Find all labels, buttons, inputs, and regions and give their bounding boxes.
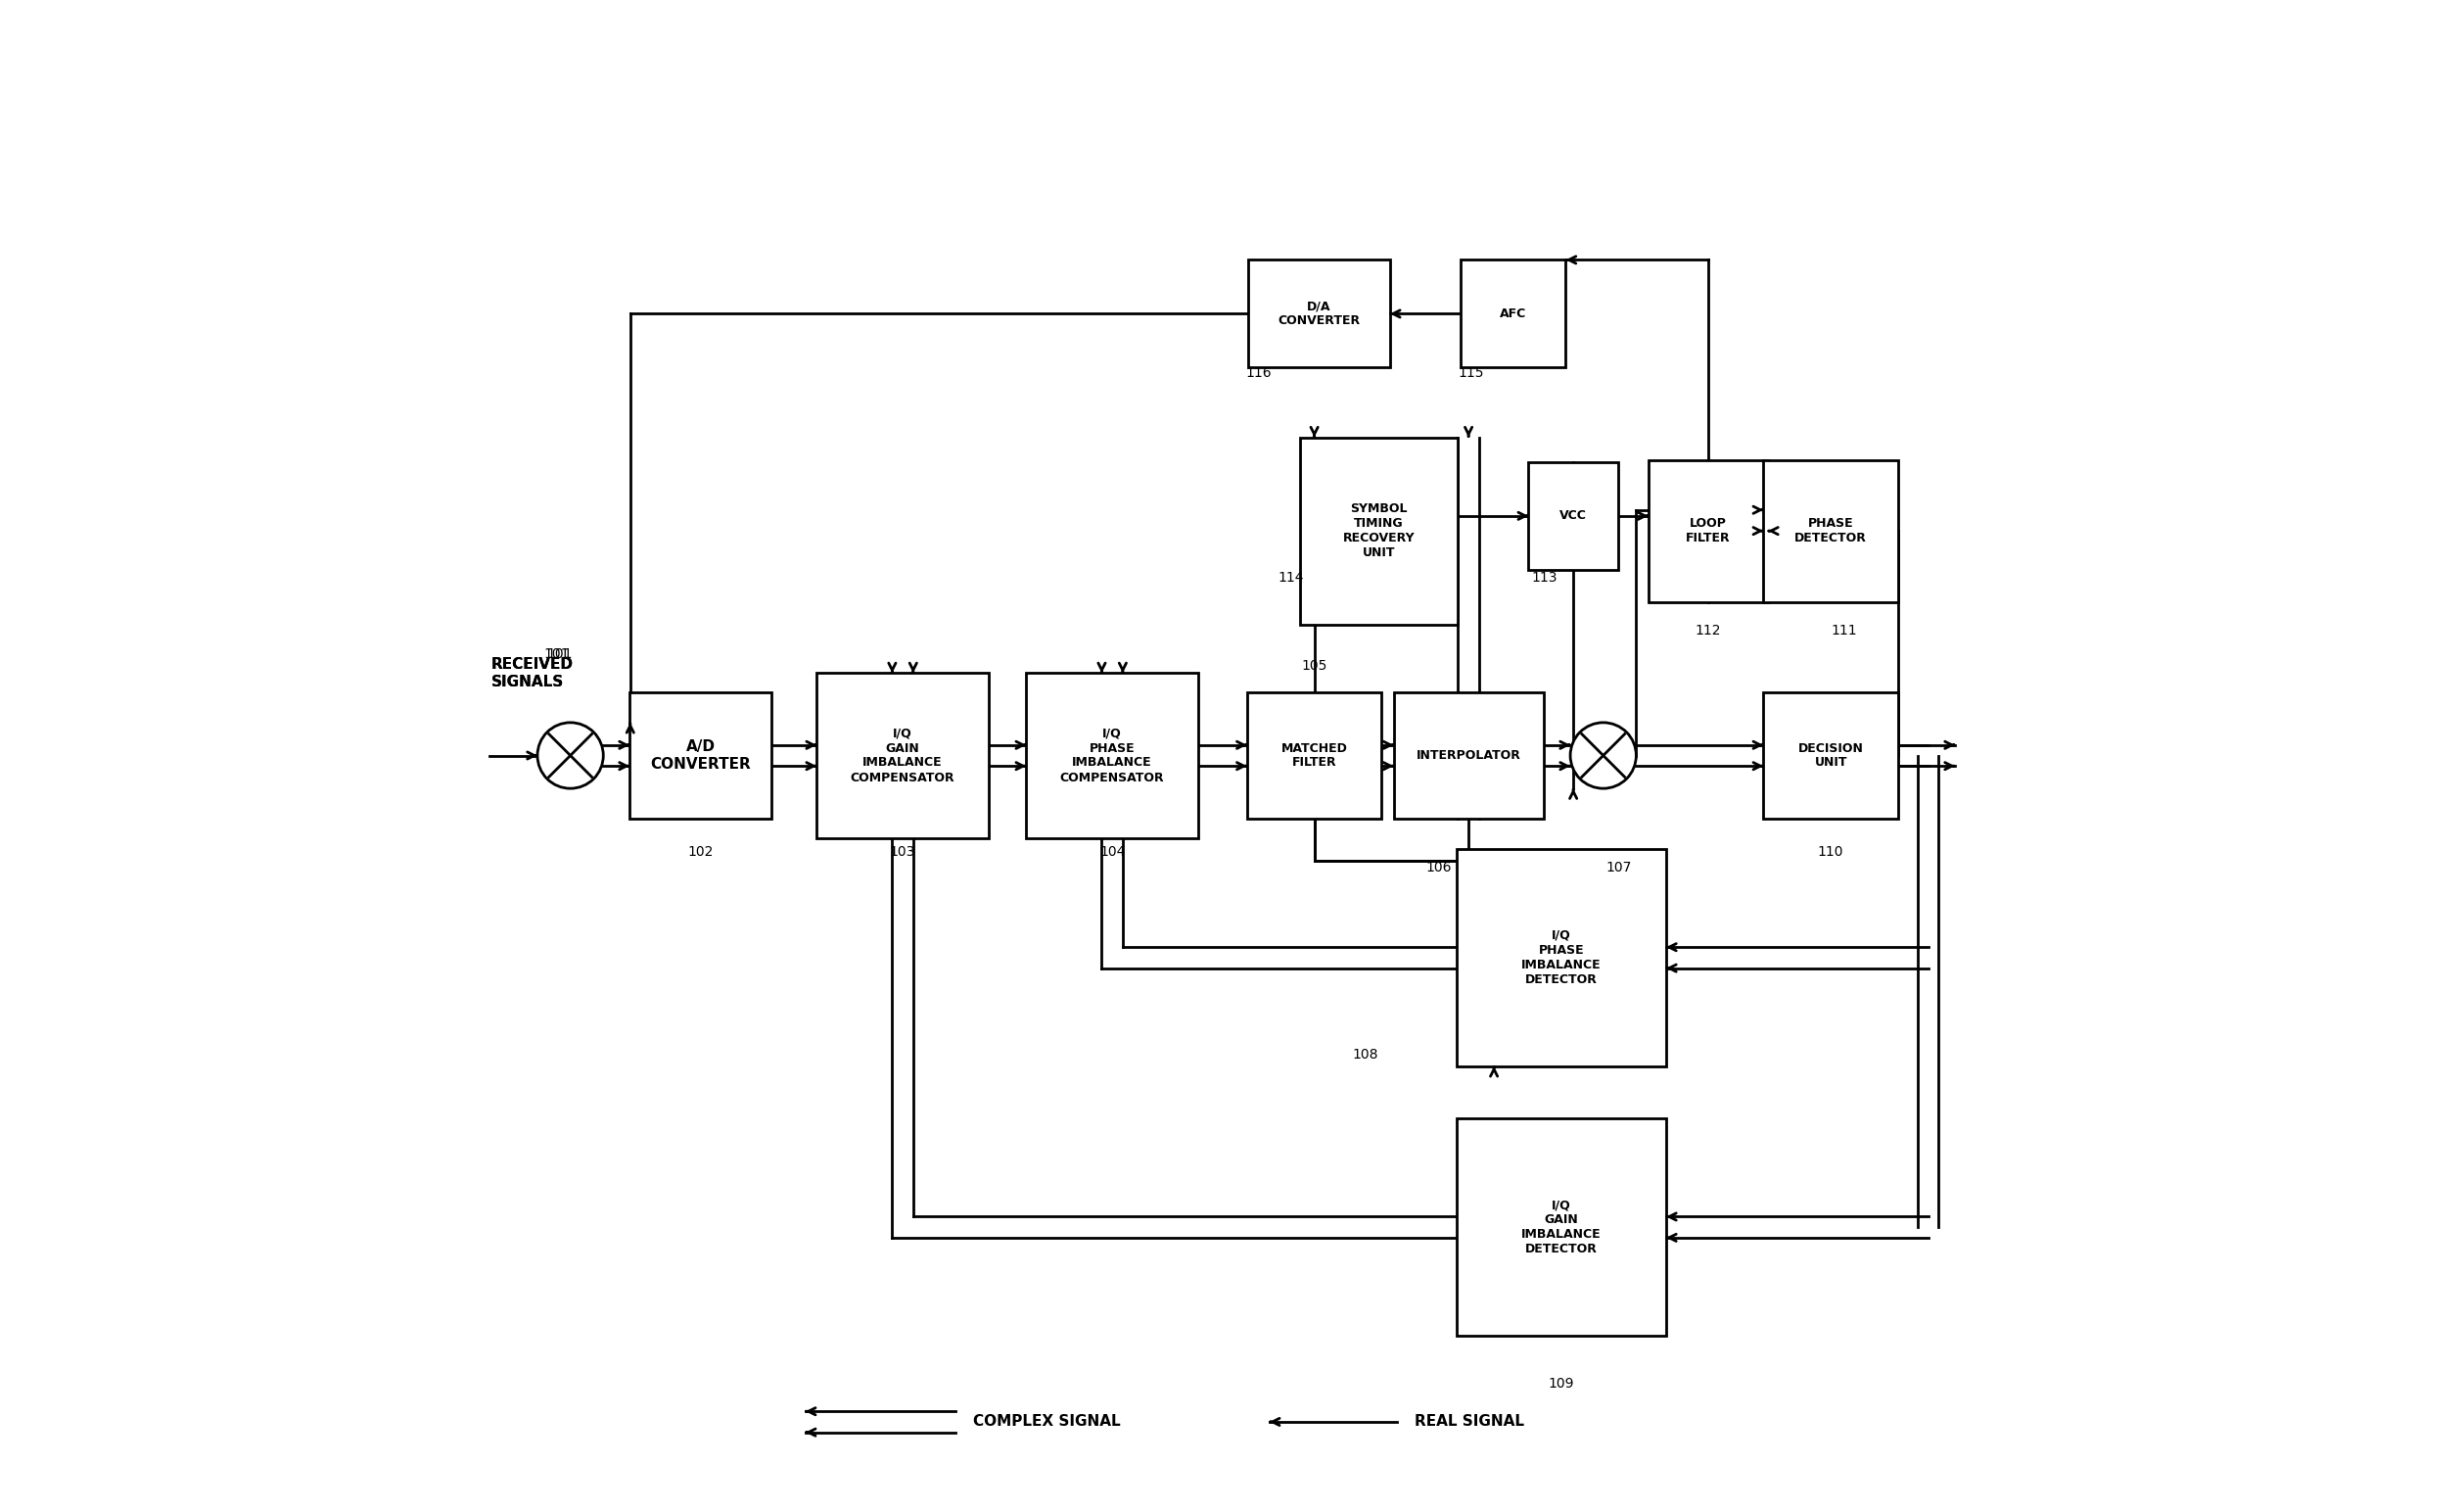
Text: REAL SIGNAL: REAL SIGNAL [1414, 1414, 1525, 1429]
Text: 101: 101 [547, 647, 572, 660]
Bar [628, 692, 771, 819]
Text: VCC: VCC [1560, 509, 1587, 523]
Text: COMPLEX SIGNAL: COMPLEX SIGNAL [973, 1414, 1121, 1429]
Text: 102: 102 [687, 845, 715, 860]
Text: 115: 115 [1459, 366, 1483, 379]
Text: 113: 113 [1533, 571, 1557, 585]
Text: 114: 114 [1279, 571, 1303, 585]
Text: LOOP
FILTER: LOOP FILTER [1685, 517, 1730, 544]
Bar [1301, 437, 1456, 624]
Text: I/Q
PHASE
IMBALANCE
COMPENSATOR: I/Q PHASE IMBALANCE COMPENSATOR [1060, 727, 1165, 784]
Text: 103: 103 [890, 845, 917, 860]
Text: 106: 106 [1427, 860, 1451, 873]
Text: INTERPOLATOR: INTERPOLATOR [1417, 749, 1520, 762]
Circle shape [1570, 722, 1636, 789]
Text: 105: 105 [1301, 659, 1328, 672]
Text: A/D
CONVERTER: A/D CONVERTER [650, 740, 752, 771]
Text: 109: 109 [1547, 1377, 1574, 1390]
Text: RECEIVED
SIGNALS: RECEIVED SIGNALS [490, 657, 574, 689]
Bar [1456, 849, 1666, 1067]
Bar [1025, 672, 1198, 839]
Text: RECEIVED
SIGNALS: RECEIVED SIGNALS [490, 657, 574, 689]
Bar [1764, 692, 1897, 819]
Text: I/Q
GAIN
IMBALANCE
COMPENSATOR: I/Q GAIN IMBALANCE COMPENSATOR [850, 727, 956, 784]
Circle shape [537, 722, 604, 789]
Text: D/A
CONVERTER: D/A CONVERTER [1279, 301, 1360, 328]
Bar [1528, 462, 1619, 570]
Bar [1247, 692, 1382, 819]
Text: SYMBOL
TIMING
RECOVERY
UNIT: SYMBOL TIMING RECOVERY UNIT [1343, 503, 1414, 559]
Text: 111: 111 [1831, 624, 1858, 638]
Text: PHASE
DETECTOR: PHASE DETECTOR [1794, 517, 1868, 544]
Text: MATCHED
FILTER: MATCHED FILTER [1281, 742, 1348, 769]
Text: 116: 116 [1247, 366, 1271, 379]
Text: 107: 107 [1607, 860, 1631, 873]
Text: 104: 104 [1099, 845, 1126, 860]
Bar [1395, 692, 1542, 819]
Bar [1461, 260, 1565, 367]
Bar [816, 672, 988, 839]
Text: I/Q
PHASE
IMBALANCE
DETECTOR: I/Q PHASE IMBALANCE DETECTOR [1520, 929, 1602, 987]
Text: I/Q
GAIN
IMBALANCE
DETECTOR: I/Q GAIN IMBALANCE DETECTOR [1520, 1198, 1602, 1256]
Bar [1648, 459, 1767, 601]
Text: 108: 108 [1353, 1047, 1380, 1061]
Text: 110: 110 [1818, 845, 1843, 860]
Bar [1456, 1118, 1666, 1336]
Bar [1764, 459, 1897, 601]
Text: DECISION
UNIT: DECISION UNIT [1799, 742, 1863, 769]
Bar [1247, 260, 1390, 367]
Text: AFC: AFC [1501, 307, 1528, 320]
Text: 112: 112 [1695, 624, 1720, 638]
Text: 101: 101 [545, 647, 569, 660]
